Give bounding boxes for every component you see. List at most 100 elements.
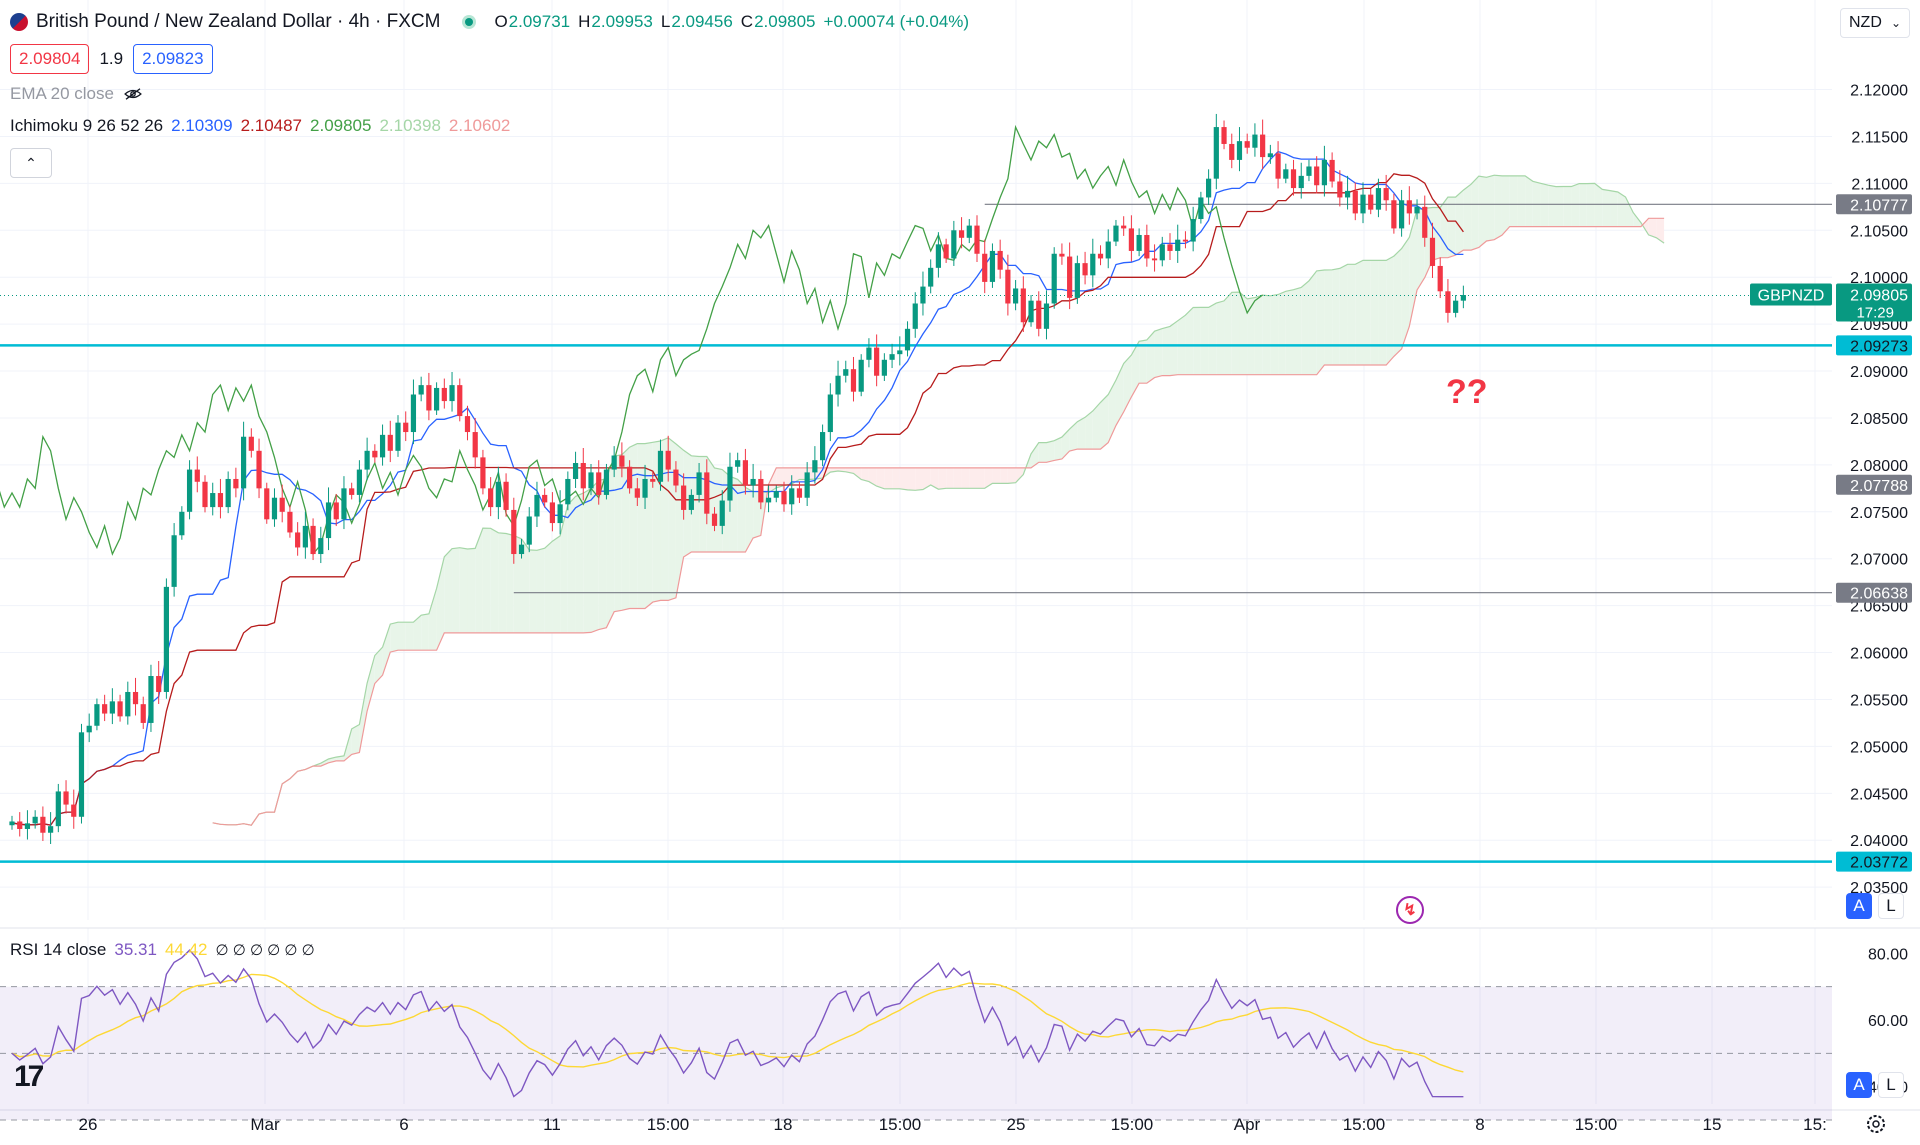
sell-price-button[interactable]: 2.09804: [10, 44, 90, 74]
chart-annotation[interactable]: ??: [1446, 373, 1488, 411]
candle: [63, 780, 69, 814]
candle: [904, 321, 911, 357]
candle-body: [1020, 288, 1026, 323]
symbol-header[interactable]: British Pound / New Zealand Dollar · 4h …: [10, 8, 969, 36]
candle-body: [109, 701, 115, 714]
cloud-bull-segment: [614, 454, 622, 612]
market-open-icon[interactable]: [462, 15, 477, 29]
rsi-ma-value: 44.42: [164, 940, 208, 959]
candle: [318, 526, 324, 564]
ichimoku-tenkan-value: 2.10309: [171, 116, 233, 135]
candle-body: [1329, 159, 1335, 182]
candle-body: [40, 816, 46, 833]
candle: [325, 487, 332, 551]
cloud-bull-segment: [1185, 307, 1194, 375]
candle: [850, 356, 857, 402]
candle-body: [966, 225, 972, 238]
candle: [341, 476, 347, 530]
cloud-bull-segment: [606, 456, 615, 628]
candle: [310, 518, 316, 561]
candle: [1460, 285, 1466, 309]
candle-body: [897, 350, 903, 355]
cloud-bull-segment: [1200, 307, 1209, 375]
time-tick-label: 6: [399, 1115, 408, 1134]
collapse-legend-button[interactable]: ⌃: [10, 148, 52, 178]
cloud-bull-segment: [367, 655, 375, 712]
currency-select[interactable]: NZD ⌄: [1840, 8, 1910, 38]
ichimoku-kijun-value: 2.10487: [240, 116, 303, 135]
candle: [1406, 186, 1412, 225]
candle: [858, 354, 864, 397]
candle-body: [572, 463, 579, 479]
candle: [186, 460, 193, 520]
candle: [418, 376, 424, 402]
rsi-log-scale-button[interactable]: L: [1878, 1072, 1904, 1098]
candle: [758, 470, 764, 510]
cloud-bull-segment: [405, 622, 414, 651]
candle: [542, 488, 548, 508]
rsi-auto-scale-button[interactable]: A: [1846, 1072, 1872, 1098]
candle-body: [264, 488, 270, 520]
chikou-span-line: [0, 124, 1263, 556]
candle: [1360, 182, 1366, 224]
candle: [302, 511, 308, 559]
tradingview-logo[interactable]: 17: [14, 1060, 44, 1093]
cloud-bull-segment: [1077, 417, 1086, 450]
cloud-bull-segment: [552, 535, 561, 633]
price-level-badge: [1836, 851, 1912, 872]
candle-body: [889, 354, 895, 360]
cloud-bull-segment: [1224, 292, 1232, 375]
cloud-bear-segment: [984, 467, 993, 489]
chevron-up-icon: ⌃: [25, 154, 37, 171]
cloud-bull-segment: [482, 528, 491, 633]
spread-value: 1.9: [99, 49, 124, 68]
cloud-bull-segment: [1556, 186, 1564, 227]
rsi-tick-label: 80.00: [1868, 946, 1908, 963]
candle: [1337, 170, 1343, 207]
candle-body: [248, 436, 254, 451]
candle-body: [1453, 300, 1459, 313]
cloud-bull-segment: [413, 615, 422, 651]
auto-scale-button[interactable]: A: [1846, 893, 1872, 919]
symbol-title[interactable]: British Pound / New Zealand Dollar · 4h …: [36, 11, 441, 32]
candle-body: [781, 491, 787, 505]
candle-body: [86, 725, 92, 733]
log-scale-button[interactable]: L: [1878, 893, 1904, 919]
ichimoku-span-a-value: 2.10398: [379, 116, 441, 135]
cloud-bull-segment: [1038, 442, 1047, 463]
candle-body: [488, 488, 494, 508]
lightning-icon[interactable]: ↯: [1396, 896, 1424, 924]
candle-body: [1344, 190, 1351, 198]
candle-body: [1128, 228, 1134, 251]
candle: [1082, 251, 1088, 285]
candle-body: [518, 544, 525, 555]
ichimoku-legend[interactable]: Ichimoku 9 26 52 26 2.10309 2.10487 2.09…: [10, 116, 510, 136]
cloud-bear-segment: [961, 467, 970, 489]
candle-body: [163, 586, 169, 692]
trade-price-box: 2.09804 1.9 2.09823: [10, 44, 213, 74]
price-level-badge: [1836, 335, 1912, 356]
candle: [1445, 279, 1451, 323]
cloud-bull-segment: [398, 622, 406, 651]
cloud-bear-segment: [884, 467, 893, 489]
cloud-bull-segment: [513, 535, 522, 633]
candle-body: [943, 244, 949, 259]
candle: [912, 292, 918, 338]
candle-body: [711, 513, 718, 526]
cloud-bull-segment: [1293, 287, 1302, 375]
candle-body: [379, 434, 386, 458]
time-tick-label: 15:00: [1343, 1115, 1386, 1134]
price-tick-label: 2.10500: [1850, 223, 1908, 240]
buy-price-button[interactable]: 2.09823: [133, 44, 213, 74]
rsi-legend[interactable]: RSI 14 close 35.31 44.42 ∅ ∅ ∅ ∅ ∅ ∅: [10, 940, 315, 960]
candle-body: [225, 478, 231, 508]
rsi-tick-label: 60.00: [1868, 1013, 1908, 1030]
ema-legend[interactable]: EMA 20 close: [10, 84, 144, 104]
cloud-bull-segment: [1393, 248, 1402, 357]
candle-body: [534, 494, 540, 517]
candle-body: [920, 286, 926, 304]
candle: [974, 215, 980, 263]
candle: [843, 360, 849, 383]
eye-crossed-icon[interactable]: [122, 87, 144, 101]
